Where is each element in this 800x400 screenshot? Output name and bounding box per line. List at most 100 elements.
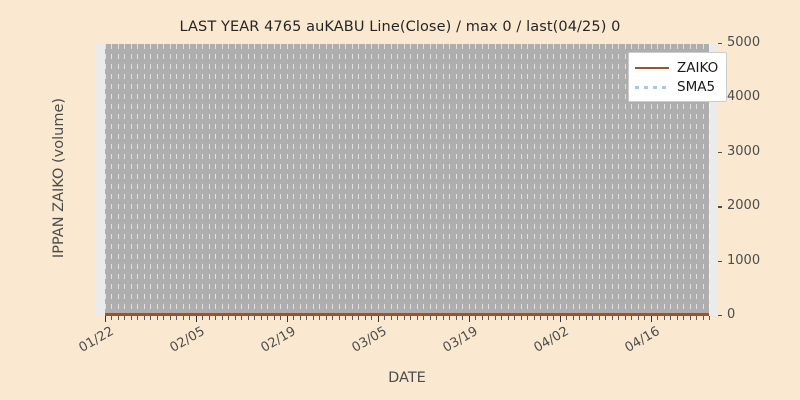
- legend-entry-zaiko[interactable]: ZAIKO: [635, 58, 718, 77]
- x-tick-label: 01/22: [76, 324, 117, 356]
- x-tick-mark-minor: [462, 316, 464, 320]
- x-tick-mark-minor: [163, 316, 165, 320]
- y-tick-mark: [718, 260, 722, 262]
- x-tick-mark-minor: [624, 316, 626, 320]
- x-tick-mark-minor: [429, 316, 431, 320]
- x-tick-mark-minor: [709, 316, 710, 320]
- x-tick-mark-minor: [150, 316, 152, 320]
- x-tick-mark-minor: [234, 316, 236, 320]
- x-tick-mark-minor: [364, 316, 366, 320]
- legend-label-sma5: SMA5: [677, 78, 716, 95]
- x-tick-mark-minor: [124, 316, 126, 320]
- x-tick-mark-minor: [637, 316, 639, 320]
- x-tick-mark-minor: [663, 316, 665, 320]
- y-tick-mark: [718, 43, 722, 45]
- x-tick-mark-minor: [117, 316, 119, 320]
- x-tick-mark-minor: [546, 316, 548, 320]
- x-tick-mark-minor: [566, 316, 568, 320]
- x-tick-mark-minor: [176, 316, 178, 320]
- x-tick-mark-minor: [442, 316, 444, 320]
- chart-title: LAST YEAR 4765 auKABU Line(Close) / max …: [179, 19, 621, 35]
- x-tick-mark-minor: [208, 316, 210, 320]
- x-tick-mark-minor: [676, 316, 678, 320]
- x-tick-mark-major: [650, 316, 652, 322]
- x-tick-mark-minor: [494, 316, 496, 320]
- y-tick-label: 2000: [727, 198, 761, 214]
- y-tick-mark: [718, 151, 722, 154]
- y-tick-label: 3000: [727, 143, 761, 159]
- x-tick-mark-minor: [241, 316, 243, 320]
- x-tick-mark-minor: [273, 316, 275, 320]
- x-tick-mark-minor: [670, 316, 672, 320]
- data-band: [105, 44, 709, 316]
- series-line-zaiko: [105, 313, 709, 316]
- x-tick-mark-minor: [306, 316, 308, 320]
- x-tick-mark-minor: [696, 316, 697, 320]
- x-axis-title: DATE: [388, 370, 426, 386]
- x-tick-mark-minor: [319, 316, 321, 320]
- x-tick-mark-minor: [423, 316, 425, 320]
- y-tick-label: 4000: [727, 89, 761, 105]
- x-tick-label: 03/05: [349, 324, 390, 356]
- x-tick-mark-minor: [611, 316, 613, 320]
- x-tick-mark-minor: [644, 316, 646, 320]
- x-tick-mark-minor: [299, 316, 301, 320]
- x-tick-mark-minor: [312, 316, 314, 320]
- x-axis-ticks: [96, 316, 718, 322]
- x-tick-mark-minor: [520, 316, 522, 320]
- x-tick-mark-minor: [501, 316, 503, 320]
- x-tick-label: 02/19: [258, 324, 299, 356]
- legend-label-zaiko: ZAIKO: [677, 59, 719, 76]
- x-tick-mark-minor: [280, 316, 282, 320]
- x-tick-mark-major: [105, 316, 107, 322]
- x-tick-mark-minor: [254, 316, 256, 320]
- x-tick-mark-minor: [618, 316, 620, 320]
- x-tick-label: 02/05: [167, 324, 208, 356]
- x-tick-mark-minor: [390, 316, 392, 320]
- x-tick-mark-minor: [358, 316, 360, 320]
- x-tick-mark-major: [286, 316, 289, 322]
- x-tick-mark-minor: [527, 316, 529, 320]
- x-tick-mark-minor: [143, 316, 145, 320]
- x-tick-mark-minor: [371, 316, 373, 320]
- x-tick-mark-minor: [683, 316, 685, 320]
- x-tick-mark-major: [468, 316, 470, 322]
- x-tick-mark-minor: [702, 316, 704, 320]
- x-tick-mark-minor: [338, 316, 340, 320]
- y-tick-mark: [718, 206, 722, 208]
- x-tick-mark-minor: [228, 316, 230, 320]
- x-tick-mark-minor: [345, 316, 347, 320]
- y-tick-label: 1000: [727, 252, 761, 268]
- x-tick-label: 03/19: [440, 324, 481, 356]
- x-tick-mark-minor: [449, 316, 451, 320]
- x-tick-mark-minor: [514, 316, 516, 320]
- x-tick-mark-minor: [156, 316, 158, 320]
- x-tick-mark-minor: [540, 316, 542, 320]
- y-tick-label: 5000: [727, 35, 761, 50]
- x-tick-mark-minor: [657, 316, 659, 320]
- x-tick-mark-minor: [689, 316, 691, 320]
- x-tick-mark-minor: [351, 316, 353, 320]
- x-tick-label: 04/16: [622, 324, 663, 356]
- x-tick-mark-minor: [416, 316, 418, 320]
- legend-entry-sma5[interactable]: SMA5: [635, 77, 718, 96]
- x-tick-mark-minor: [605, 316, 607, 320]
- legend-swatch-solid-icon: [635, 62, 669, 74]
- y-tick-label: 0: [727, 307, 736, 322]
- y-tick-mark: [718, 315, 722, 317]
- legend-swatch-dotted-icon: [635, 81, 669, 93]
- x-tick-mark-minor: [169, 316, 171, 320]
- x-tick-mark-minor: [293, 316, 295, 320]
- x-tick-mark-major: [377, 316, 380, 322]
- x-tick-mark-minor: [475, 316, 477, 320]
- x-tick-mark-minor: [189, 316, 191, 320]
- x-tick-mark-minor: [332, 316, 334, 320]
- x-tick-mark-minor: [325, 316, 327, 320]
- x-tick-mark-minor: [221, 316, 223, 320]
- x-tick-mark-minor: [598, 316, 600, 320]
- x-axis-labels: 01/22 02/05 02/19 03/05 03/19 04/02 04/16: [77, 316, 718, 366]
- x-tick-mark-minor: [455, 316, 457, 320]
- x-tick-mark-minor: [533, 316, 535, 320]
- x-tick-mark-minor: [488, 316, 490, 320]
